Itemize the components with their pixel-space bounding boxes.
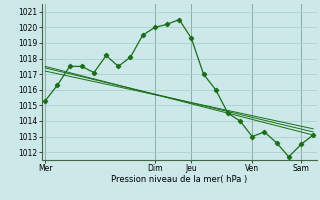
X-axis label: Pression niveau de la mer( hPa ): Pression niveau de la mer( hPa ) (111, 175, 247, 184)
